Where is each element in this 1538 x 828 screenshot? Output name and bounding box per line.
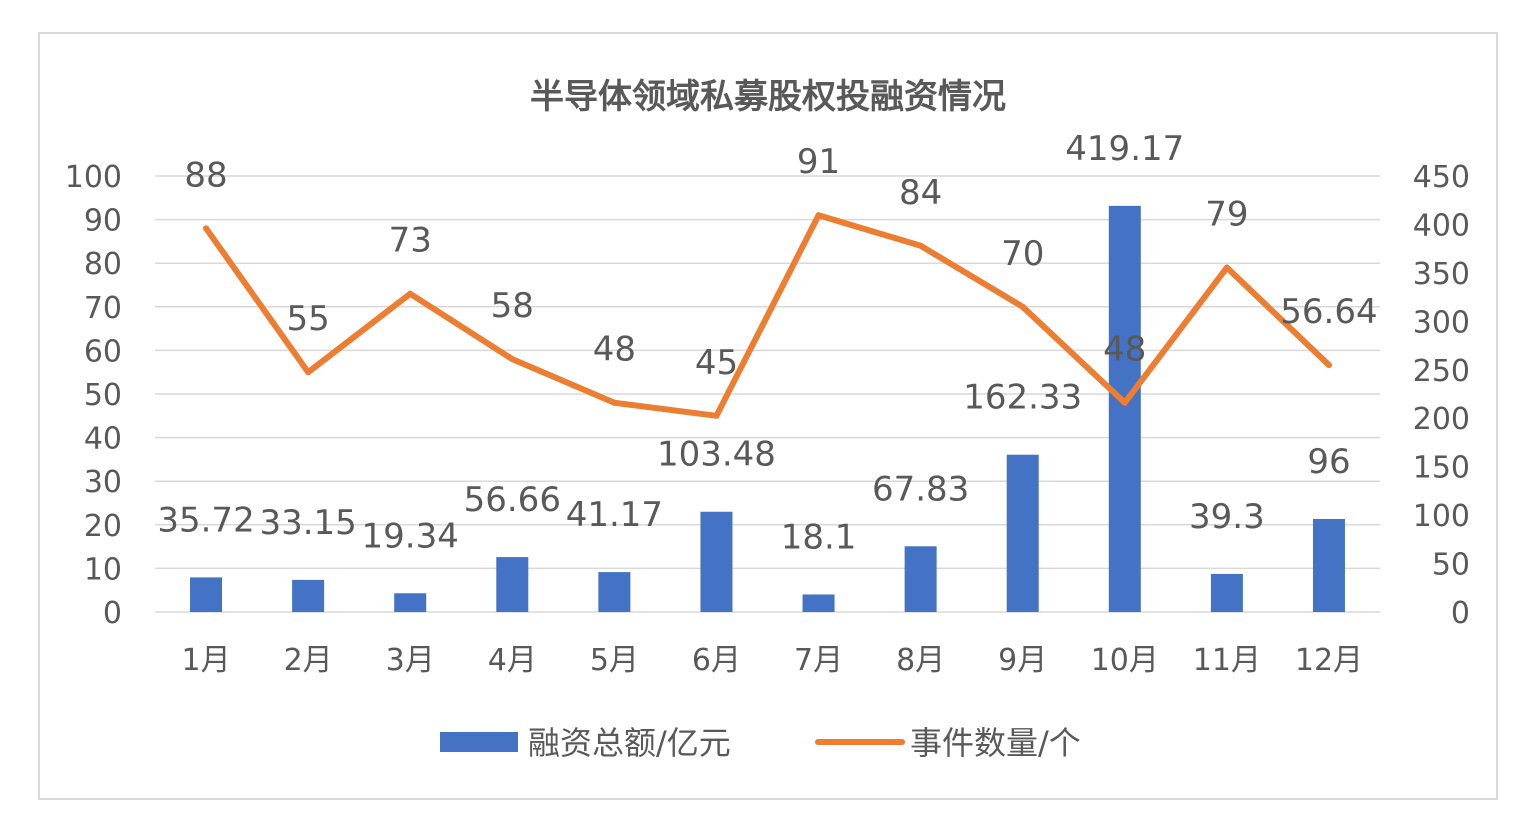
bar-data-label: 162.33 bbox=[963, 378, 1082, 418]
legend-label-bar: 融资总额/亿元 bbox=[528, 724, 731, 762]
bar-data-label: 39.3 bbox=[1189, 497, 1265, 537]
line-point bbox=[305, 369, 312, 376]
line-data-label: 70 bbox=[1001, 234, 1044, 274]
bar-data-label: 35.72 bbox=[157, 500, 254, 540]
right-tick-label: 250 bbox=[1413, 354, 1470, 389]
bar-data-label: 19.34 bbox=[362, 516, 459, 556]
bar-data-label: 67.83 bbox=[872, 469, 969, 509]
left-tick-label: 20 bbox=[84, 509, 122, 544]
bar-data-label: 96 bbox=[1307, 442, 1350, 482]
bar bbox=[1312, 518, 1345, 612]
left-axis-ticks: 0 10 20 30 40 50 60 70 80 90 100 bbox=[65, 160, 122, 631]
line-point bbox=[407, 290, 414, 297]
x-axis-ticks: 1月 2月 3月 4月 5月 6月 7月 8月 9月 10月 11月 12月 bbox=[181, 643, 1363, 678]
x-tick-label: 3月 bbox=[386, 643, 435, 678]
line-point bbox=[1019, 303, 1026, 310]
left-tick-label: 50 bbox=[84, 378, 122, 413]
bar-series bbox=[190, 205, 1345, 612]
chart-title: 半导体领域私募股权投融资情况 bbox=[530, 77, 1006, 117]
legend-swatch-bar bbox=[440, 732, 518, 752]
right-tick-label: 50 bbox=[1432, 548, 1470, 583]
bar bbox=[1006, 454, 1039, 612]
line-data-label: 56.64 bbox=[1280, 292, 1377, 332]
legend-label-line: 事件数量/个 bbox=[910, 724, 1081, 762]
x-tick-label: 1月 bbox=[181, 643, 230, 678]
bar bbox=[598, 572, 631, 612]
left-tick-label: 60 bbox=[84, 334, 122, 369]
line-series bbox=[203, 212, 1332, 419]
right-tick-label: 450 bbox=[1413, 160, 1470, 195]
line-data-label: 48 bbox=[593, 330, 636, 370]
left-tick-label: 30 bbox=[84, 465, 122, 500]
line-point bbox=[509, 356, 516, 363]
line-data-label: 45 bbox=[695, 343, 738, 383]
bar-data-label: 18.1 bbox=[781, 517, 857, 557]
line-data-label: 48 bbox=[1103, 330, 1146, 370]
x-tick-label: 7月 bbox=[794, 643, 843, 678]
x-tick-label: 6月 bbox=[692, 643, 741, 678]
x-tick-label: 8月 bbox=[896, 643, 945, 678]
left-tick-label: 40 bbox=[84, 422, 122, 457]
left-tick-label: 90 bbox=[84, 204, 122, 239]
line-path bbox=[203, 212, 1332, 419]
right-tick-label: 0 bbox=[1451, 596, 1470, 631]
bar bbox=[1210, 573, 1243, 612]
x-tick-label: 5月 bbox=[590, 643, 639, 678]
grid-lines bbox=[155, 175, 1380, 613]
bar-data-label: 56.66 bbox=[464, 480, 561, 520]
bar bbox=[700, 511, 733, 612]
line-point bbox=[917, 242, 924, 249]
line-data-label: 84 bbox=[899, 173, 942, 213]
line-point bbox=[611, 399, 618, 406]
x-tick-label: 2月 bbox=[284, 643, 333, 678]
left-tick-label: 0 bbox=[103, 596, 122, 631]
line-point bbox=[713, 412, 720, 419]
right-tick-label: 200 bbox=[1413, 402, 1470, 437]
bar bbox=[904, 546, 937, 612]
bar-data-label: 103.48 bbox=[657, 435, 776, 475]
legend: 融资总额/亿元 事件数量/个 bbox=[440, 724, 1081, 762]
line-data-label: 55 bbox=[286, 299, 329, 339]
line-point bbox=[1325, 362, 1332, 369]
right-tick-label: 350 bbox=[1413, 257, 1470, 292]
right-axis-ticks: 0 50 100 150 200 250 300 350 400 450 bbox=[1413, 160, 1470, 631]
right-tick-label: 150 bbox=[1413, 451, 1470, 486]
x-tick-label: 4月 bbox=[488, 643, 537, 678]
bar bbox=[190, 577, 223, 612]
x-tick-label: 10月 bbox=[1091, 643, 1159, 678]
chart-frame bbox=[38, 32, 1498, 800]
x-tick-label: 11月 bbox=[1193, 643, 1261, 678]
line-data-label: 88 bbox=[184, 155, 227, 195]
line-point bbox=[203, 225, 210, 232]
left-tick-label: 70 bbox=[84, 291, 122, 326]
left-tick-label: 10 bbox=[84, 552, 122, 587]
bar bbox=[802, 594, 835, 612]
right-tick-label: 400 bbox=[1413, 208, 1470, 243]
x-tick-label: 12月 bbox=[1295, 643, 1363, 678]
x-tick-label: 9月 bbox=[998, 643, 1047, 678]
bar bbox=[394, 593, 427, 612]
line-data-label: 79 bbox=[1205, 195, 1248, 235]
line-point bbox=[1223, 264, 1230, 271]
line-data-label: 91 bbox=[797, 142, 840, 182]
line-data-label: 58 bbox=[491, 286, 534, 326]
left-tick-label: 100 bbox=[65, 160, 122, 195]
bar bbox=[1108, 205, 1141, 612]
left-tick-label: 80 bbox=[84, 247, 122, 282]
right-tick-label: 100 bbox=[1413, 499, 1470, 534]
bar-data-label: 33.15 bbox=[259, 503, 356, 543]
line-point bbox=[1121, 399, 1128, 406]
line-point bbox=[815, 212, 822, 219]
bar bbox=[292, 579, 325, 612]
bar bbox=[496, 557, 529, 612]
bar-data-label: 41.17 bbox=[566, 495, 663, 535]
right-tick-label: 300 bbox=[1413, 305, 1470, 340]
bar-data-label: 419.17 bbox=[1065, 129, 1184, 169]
line-data-label: 73 bbox=[389, 221, 432, 261]
